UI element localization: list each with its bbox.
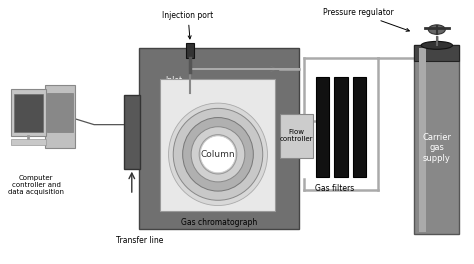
Ellipse shape bbox=[201, 136, 236, 173]
Bar bbox=[160, 79, 275, 211]
Ellipse shape bbox=[199, 135, 237, 174]
Text: Pressure regulator: Pressure regulator bbox=[322, 8, 410, 31]
Ellipse shape bbox=[173, 108, 263, 200]
Bar bbox=[334, 77, 347, 177]
Bar bbox=[186, 43, 194, 58]
Bar bbox=[353, 77, 366, 177]
Text: Flow
controller: Flow controller bbox=[280, 129, 313, 143]
Ellipse shape bbox=[191, 127, 245, 182]
Text: Column: Column bbox=[201, 150, 235, 159]
Bar bbox=[414, 45, 459, 61]
Text: Carrier
gas
supply: Carrier gas supply bbox=[422, 133, 451, 163]
Bar bbox=[14, 94, 43, 132]
Text: Inlet: Inlet bbox=[165, 76, 182, 85]
Ellipse shape bbox=[182, 117, 253, 191]
Text: Detector: Detector bbox=[89, 170, 122, 179]
Bar bbox=[45, 85, 75, 148]
Text: Gas filters: Gas filters bbox=[315, 184, 354, 193]
Bar bbox=[47, 93, 73, 132]
Text: Oven: Oven bbox=[188, 200, 208, 209]
Bar bbox=[11, 89, 46, 136]
Circle shape bbox=[428, 25, 445, 34]
Text: Gas chromatograph: Gas chromatograph bbox=[181, 218, 257, 227]
Text: Computer
controller and
data acquisition: Computer controller and data acquisition bbox=[8, 175, 64, 195]
Bar bbox=[280, 114, 313, 158]
Bar bbox=[11, 139, 46, 145]
Bar bbox=[316, 77, 328, 177]
Ellipse shape bbox=[421, 41, 453, 49]
Bar bbox=[414, 45, 459, 234]
Bar bbox=[419, 48, 426, 232]
Bar bbox=[124, 95, 140, 169]
Text: Transfer line: Transfer line bbox=[116, 237, 164, 246]
Text: Injection port: Injection port bbox=[163, 11, 214, 39]
Ellipse shape bbox=[169, 103, 267, 206]
Ellipse shape bbox=[206, 142, 230, 167]
Bar bbox=[139, 48, 299, 229]
